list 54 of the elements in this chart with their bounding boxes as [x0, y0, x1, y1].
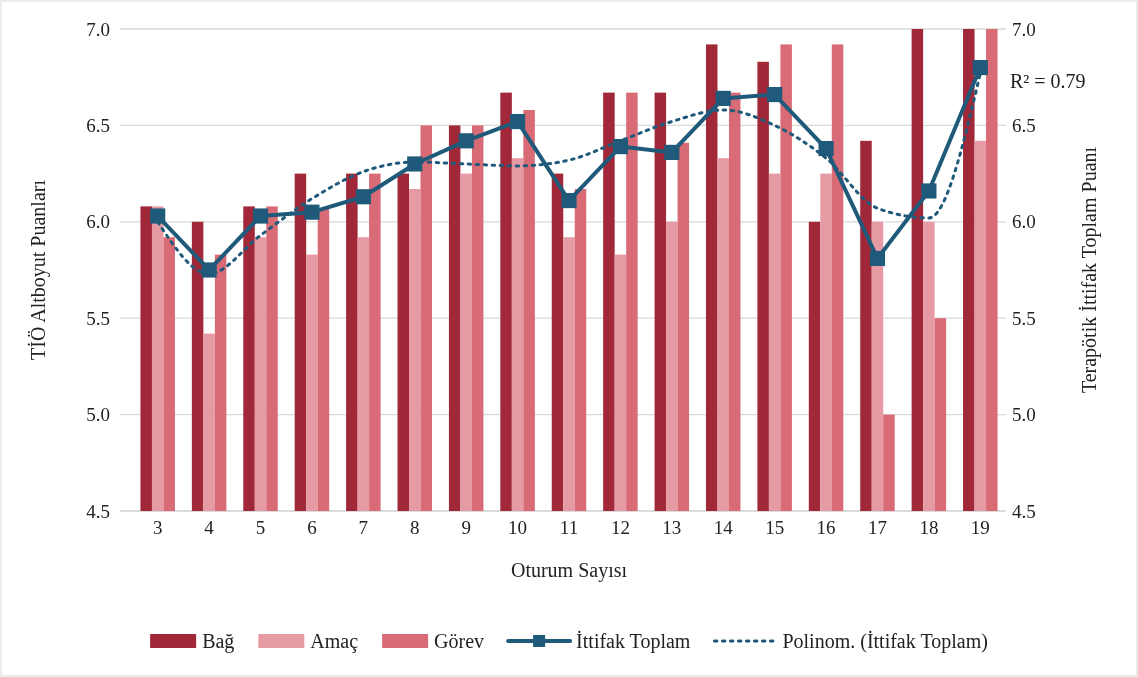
y2-tick-label: 5.0 — [1012, 404, 1036, 426]
x-tick-label: 11 — [559, 517, 579, 539]
y2-tick-label: 7.0 — [1012, 18, 1036, 40]
point — [715, 90, 731, 106]
y-axis-title: TİÖ Altboyut Puanları — [27, 179, 50, 360]
point — [407, 156, 423, 172]
x-axis-title: Oturum Sayısı — [510, 559, 628, 582]
y2-tick-label: 4.5 — [1012, 500, 1036, 522]
point — [355, 189, 371, 205]
point — [150, 208, 166, 224]
x-tick-label: 6 — [307, 517, 317, 539]
point — [561, 193, 577, 209]
point — [664, 144, 680, 160]
point — [458, 133, 474, 149]
x-tick-label: 4 — [204, 517, 215, 539]
y2-tick-label: 6.5 — [1012, 114, 1036, 136]
y-tick-label: 5.5 — [86, 307, 110, 329]
x-tick-label: 17 — [867, 517, 887, 539]
legend-label: Amaç — [310, 630, 359, 653]
legend-label: Bağ — [202, 630, 235, 653]
y-tick-label: 5.0 — [86, 404, 110, 426]
x-tick-label: 15 — [765, 517, 785, 539]
x-tick-label: 9 — [461, 517, 471, 539]
y-tick-label: 6.5 — [86, 114, 110, 136]
x-tick-label: 19 — [970, 517, 990, 539]
point — [252, 208, 269, 224]
x-tick-label: 12 — [610, 517, 630, 539]
x-tick-label: 3 — [152, 517, 163, 539]
legend-label: Görev — [434, 630, 485, 652]
x-tick-label: 14 — [713, 517, 734, 539]
y2-axis-title: Terapötik İttifak Toplam Puanı — [1078, 146, 1101, 394]
point — [201, 262, 217, 278]
point — [767, 86, 783, 103]
y-tick-label: 7.0 — [86, 18, 110, 40]
legend-label: Polinom. (İttifak Toplam) — [782, 630, 988, 653]
y-tick-label: 6.0 — [86, 211, 110, 233]
x-tick-label: 16 — [816, 517, 836, 539]
x-tick-label: 5 — [255, 517, 266, 539]
x-tick-label: 7 — [358, 517, 369, 539]
point — [921, 183, 937, 199]
legend-label: İttifak Toplam — [576, 630, 691, 653]
y-tick-label: 4.5 — [86, 500, 110, 522]
point — [972, 59, 988, 76]
x-tick-label: 10 — [508, 517, 528, 539]
point — [304, 204, 320, 220]
point — [818, 140, 834, 157]
point — [869, 250, 886, 267]
x-tick-label: 8 — [410, 517, 420, 539]
y2-tick-label: 5.5 — [1012, 307, 1036, 329]
text: R² = 0.79 — [1010, 70, 1086, 92]
x-tick-label: 13 — [662, 517, 682, 539]
y2-tick-label: 6.0 — [1012, 211, 1036, 233]
x-tick-label: 18 — [919, 517, 939, 539]
point — [510, 113, 526, 130]
